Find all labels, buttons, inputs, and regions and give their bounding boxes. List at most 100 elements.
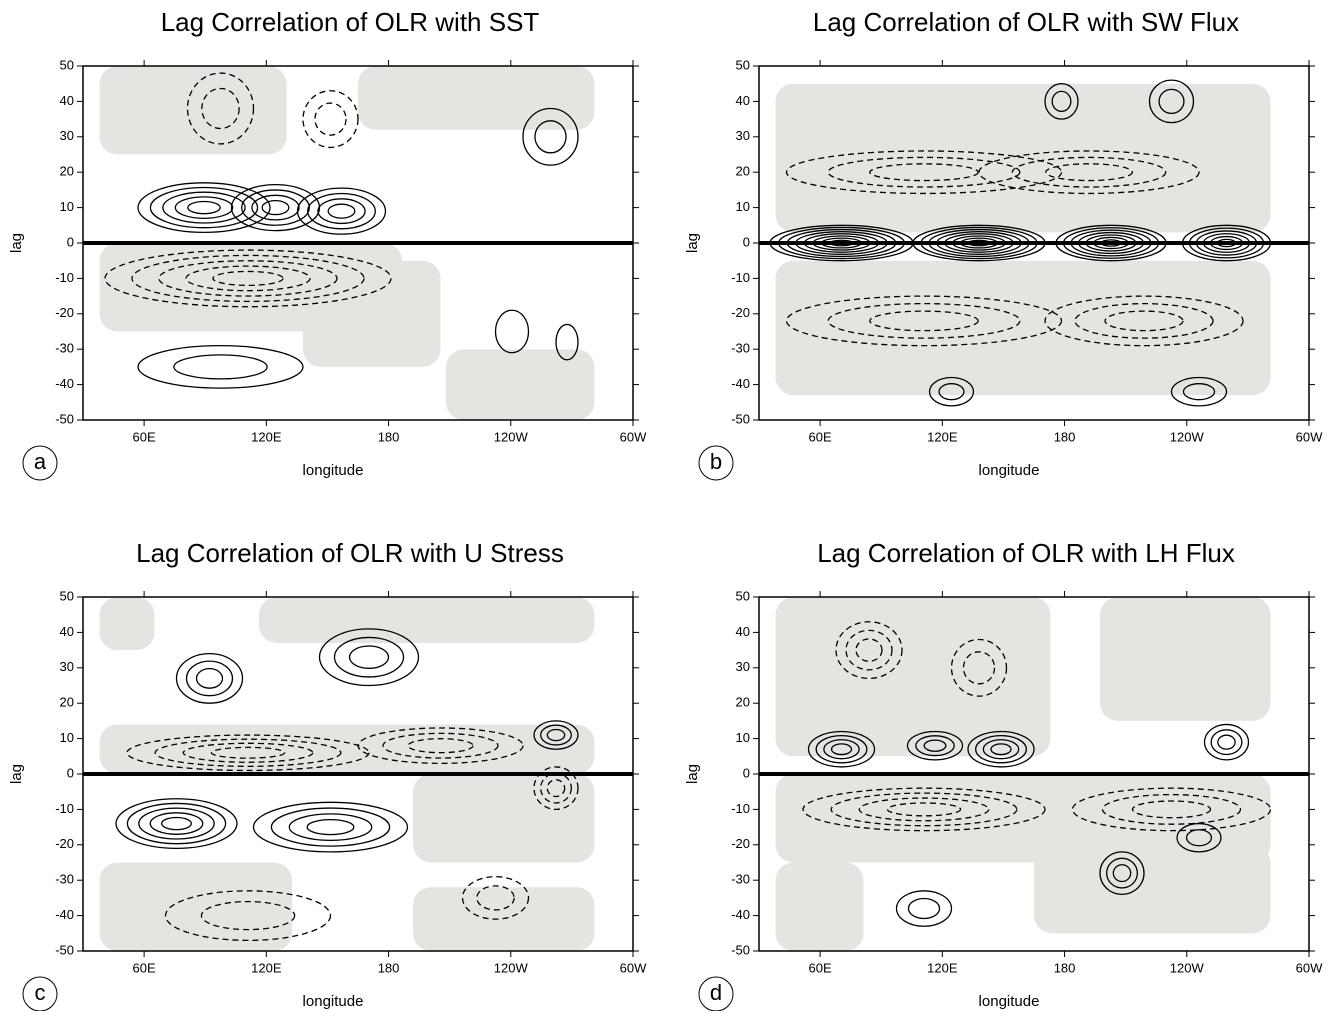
- chart-title: Lag Correlation of OLR with U Stress: [136, 538, 564, 568]
- contour-line: [476, 885, 515, 911]
- contour-line: [307, 192, 376, 230]
- y-tick-label: -10: [55, 270, 74, 285]
- shaded-region: [99, 724, 595, 774]
- x-tick-label: 180: [1054, 429, 1076, 444]
- contour-line: [1101, 793, 1242, 825]
- x-tick-label: 60E: [133, 960, 156, 975]
- contour-line: [126, 734, 370, 772]
- y-tick-label: 0: [743, 765, 750, 780]
- contour-line: [533, 766, 579, 811]
- contour-line: [241, 189, 310, 226]
- panel-badge: [22, 445, 58, 481]
- y-tick-label: -30: [55, 341, 74, 356]
- contour-field: [775, 597, 1272, 951]
- shaded-region: [358, 66, 595, 130]
- contour-line: [1182, 383, 1216, 401]
- shaded-region: [775, 862, 864, 951]
- contour-line: [923, 739, 947, 752]
- contour-line: [1071, 787, 1272, 832]
- y-tick-label: -30: [731, 341, 750, 356]
- contour-line: [546, 779, 566, 798]
- contour-line: [212, 270, 284, 286]
- y-tick-label: -50: [731, 411, 750, 426]
- shaded-region: [775, 597, 1051, 757]
- y-tick-label: -10: [55, 801, 74, 816]
- contour-line: [1074, 302, 1214, 339]
- contour-line: [827, 156, 1021, 188]
- contour-line: [1210, 729, 1243, 756]
- shaded-region: [259, 597, 595, 644]
- y-tick-label: -20: [55, 836, 74, 851]
- shaded-region: [1100, 597, 1271, 721]
- x-tick-label: 60E: [133, 429, 156, 444]
- panel: -50 -40 -30 -20 -10 0 10 20 30 40 50 60E 120E 180 120W…: [8, 538, 647, 1012]
- x-tick-label: 60W: [620, 960, 647, 975]
- x-tick-label: 180: [378, 429, 400, 444]
- y-tick-label: -40: [731, 907, 750, 922]
- y-tick-label: -10: [731, 801, 750, 816]
- y-axis-label: lag: [8, 764, 25, 784]
- y-tick-label: -30: [55, 872, 74, 887]
- y-axis-label: lag: [684, 233, 701, 253]
- contour-line: [1099, 851, 1145, 896]
- y-tick-label: -30: [731, 872, 750, 887]
- contour-line: [1051, 90, 1072, 113]
- x-tick-label: 120W: [1170, 960, 1205, 975]
- panel-label: c: [35, 980, 46, 1005]
- x-tick-label: 120W: [1170, 429, 1205, 444]
- contour-line: [161, 816, 192, 831]
- contour-line: [314, 102, 347, 136]
- y-tick-label: 10: [60, 730, 74, 745]
- contour-line: [950, 638, 1008, 697]
- contour-line: [534, 120, 567, 154]
- contour-line: [306, 818, 355, 836]
- contour-line: [827, 302, 1021, 339]
- chart-title: Lag Correlation of OLR with SST: [161, 7, 540, 37]
- panel-label: b: [710, 449, 722, 474]
- shaded-region: [99, 66, 287, 155]
- contour-line: [830, 743, 853, 756]
- contour-line: [407, 738, 474, 754]
- x-axis-label: longitude: [303, 993, 364, 1010]
- y-tick-label: -20: [731, 305, 750, 320]
- x-tick-label: 120E: [251, 960, 282, 975]
- x-tick-label: 60E: [809, 960, 832, 975]
- contour-line: [886, 802, 962, 817]
- x-tick-label: 120E: [927, 429, 958, 444]
- contour-line: [270, 807, 391, 847]
- x-axis-label: longitude: [979, 993, 1040, 1010]
- y-tick-label: 30: [736, 659, 750, 674]
- panel-badge: [698, 445, 734, 481]
- contour-line: [928, 376, 975, 407]
- contour-line: [907, 897, 941, 920]
- contour-line: [317, 198, 366, 225]
- contour-line: [327, 203, 356, 219]
- contour-line: [154, 738, 342, 767]
- panel-label: d: [710, 980, 722, 1005]
- contour-line: [1158, 88, 1185, 115]
- contour-line: [200, 900, 296, 931]
- y-tick-label: 0: [743, 234, 750, 249]
- y-tick-label: 20: [736, 164, 750, 179]
- contour-line: [302, 90, 359, 149]
- contour-line: [1148, 79, 1195, 124]
- contour-line: [1106, 857, 1138, 889]
- contour-line: [807, 730, 876, 768]
- contour-line: [835, 621, 903, 680]
- contour-line: [382, 732, 499, 759]
- x-tick-label: 120W: [494, 960, 529, 975]
- contour-line: [895, 890, 953, 927]
- contour-line: [115, 798, 238, 849]
- contour-line: [785, 295, 1063, 347]
- contour-line: [858, 797, 990, 822]
- y-tick-label: 30: [736, 128, 750, 143]
- y-tick-label: -40: [731, 376, 750, 391]
- contour-line: [461, 876, 530, 920]
- shaded-region: [99, 597, 155, 651]
- x-tick-label: 60W: [1296, 429, 1323, 444]
- contour-line: [149, 186, 259, 229]
- x-axis-label: longitude: [303, 462, 364, 479]
- contour-line: [288, 813, 373, 842]
- chart-title: Lag Correlation of OLR with LH Flux: [817, 538, 1235, 568]
